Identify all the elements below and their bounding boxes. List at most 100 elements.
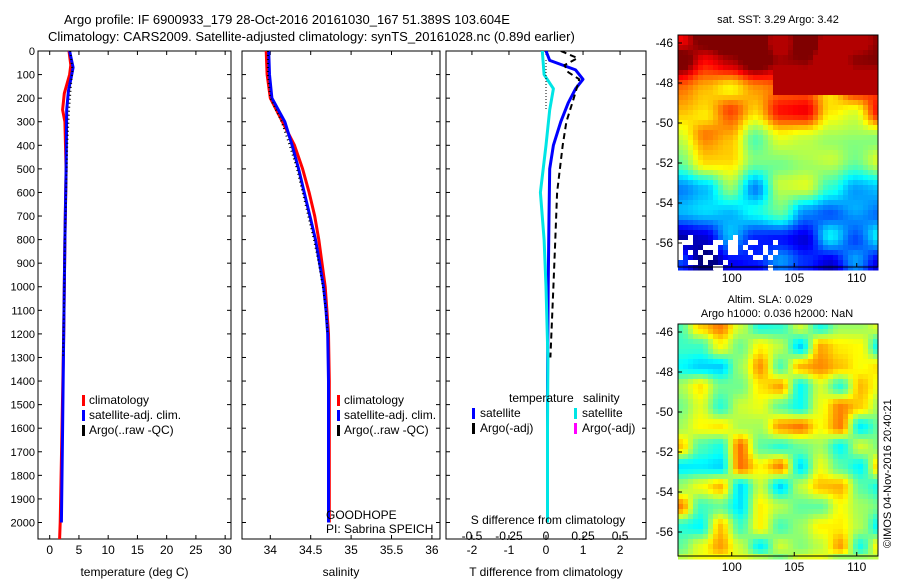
sst-map-cell: [738, 90, 744, 96]
sst-map-cell: [868, 215, 874, 221]
sst-map-cell: [743, 255, 749, 261]
sst-map-cell: [768, 150, 774, 156]
sst-map-cell: [873, 125, 879, 131]
sla-map-cell: [758, 379, 764, 385]
sst-map-cell: [738, 240, 744, 246]
sst-map-cell: [723, 265, 729, 271]
sst-map-cell: [808, 90, 814, 96]
salinity-x-tick-label: 35: [344, 543, 358, 557]
sst-map-cell: [758, 145, 764, 151]
sla-map-cell: [738, 354, 744, 360]
sst-map-cell: [788, 265, 794, 271]
sla-map-cell: [713, 474, 719, 480]
sla-map-cell: [848, 499, 854, 505]
sla-map-cell: [763, 409, 769, 415]
sst-map-cell: [698, 200, 704, 206]
sst-map-cell: [773, 150, 779, 156]
sst-map-cell: [868, 250, 874, 256]
sla-map-cell: [728, 549, 734, 555]
sla-map-cell: [698, 554, 704, 560]
sst-map-cell: [723, 200, 729, 206]
sst-map-cell: [753, 120, 759, 126]
sst-map-cell: [808, 225, 814, 231]
sla-map-cell: [753, 504, 759, 510]
sla-map-cell: [813, 404, 819, 410]
sla-map-cell: [758, 494, 764, 500]
sla-map-cell: [858, 399, 864, 405]
sst-map-cell: [813, 130, 819, 136]
sst-map-cell: [718, 90, 724, 96]
sla-map-cell: [688, 554, 694, 560]
sla-map-cell: [818, 499, 824, 505]
sla-map-cell: [788, 489, 794, 495]
sla-map-cell: [863, 424, 869, 430]
sla-map-cell: [728, 394, 734, 400]
sst-map-cell: [713, 170, 719, 176]
sst-map-cell: [743, 230, 749, 236]
sla-map-cell: [698, 489, 704, 495]
sla-map-cell: [723, 354, 729, 360]
sla-map-cell: [708, 419, 714, 425]
sst-map-cell: [753, 165, 759, 171]
sst-map-cell: [763, 70, 769, 76]
sst-missing-cell: [733, 240, 738, 245]
sla-map-cell: [733, 484, 739, 490]
sst-map-cell: [708, 95, 714, 101]
sla-map-cell: [828, 369, 834, 375]
sst-map-cell: [698, 145, 704, 151]
sla-map-cell: [808, 354, 814, 360]
sst-map-cell: [838, 230, 844, 236]
sla-map-cell: [783, 389, 789, 395]
sla-map-cell: [728, 324, 734, 330]
sla-map-cell: [743, 334, 749, 340]
sla-map-cell: [713, 469, 719, 475]
sst-map-cell: [778, 95, 784, 101]
sla-map-cell: [773, 379, 779, 385]
sla-map-cell: [713, 394, 719, 400]
sst-map-cell: [743, 100, 749, 106]
sla-map-cell: [788, 449, 794, 455]
sla-map-cell: [683, 499, 689, 505]
sst-map-cell: [763, 145, 769, 151]
sst-missing-cell: [748, 240, 753, 245]
sla-map-cell: [833, 509, 839, 515]
sla-map-cell: [743, 549, 749, 555]
sla-map-cell: [768, 394, 774, 400]
sst-map-cell: [793, 55, 799, 61]
sst-map-cell: [743, 205, 749, 211]
sla-map-cell: [698, 459, 704, 465]
sst-map-cell: [833, 115, 839, 121]
sst-map-cell: [848, 240, 854, 246]
sla-map-cell: [833, 324, 839, 330]
difference-x-tick-label: 2: [617, 543, 624, 557]
sla-map-cell: [783, 349, 789, 355]
sla-map-cell: [688, 464, 694, 470]
sst-map-cell: [793, 70, 799, 76]
sla-map-cell: [713, 504, 719, 510]
sla-map-cell: [873, 384, 879, 390]
sst-map-cell: [768, 205, 774, 211]
sla-map-cell: [798, 479, 804, 485]
sla-map-cell: [813, 344, 819, 350]
sst-map-cell: [753, 250, 759, 256]
sst-map-cell: [703, 110, 709, 116]
sla-map-cell: [818, 419, 824, 425]
sst-map-cell: [758, 100, 764, 106]
sla-map-cell: [718, 459, 724, 465]
sla-map-cell: [693, 344, 699, 350]
sst-map-cell: [843, 130, 849, 136]
sla-map-cell: [843, 354, 849, 360]
sst-map-cell: [823, 40, 829, 46]
sla-map-cell: [733, 454, 739, 460]
pressure-tick-label: 1900: [11, 494, 35, 506]
sst-map-cell: [868, 70, 874, 76]
sst-map-cell: [688, 205, 694, 211]
sst-map-cell: [733, 210, 739, 216]
sla-map-cell: [803, 514, 809, 520]
sst-map-cell: [753, 110, 759, 116]
sst-map-cell: [853, 100, 859, 106]
sst-map-cell: [718, 245, 724, 251]
sst-map-cell: [868, 60, 874, 66]
sst-map-cell: [698, 245, 704, 251]
sst-map-cell: [808, 250, 814, 256]
